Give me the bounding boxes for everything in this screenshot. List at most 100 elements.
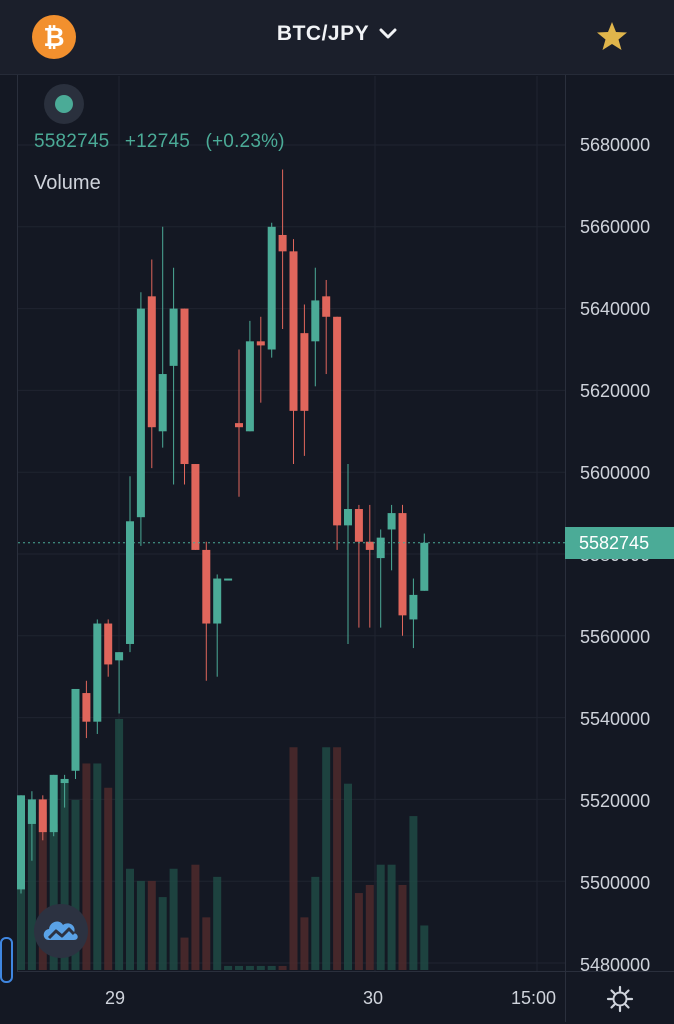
candle-body bbox=[158, 374, 167, 432]
price-tick: 5680000 bbox=[580, 135, 651, 155]
volume-bar bbox=[300, 917, 309, 970]
last-price-tag: 5582745 bbox=[565, 527, 674, 559]
volume-bar bbox=[245, 965, 254, 970]
volume-bar bbox=[213, 876, 222, 970]
volume-bar bbox=[82, 763, 91, 970]
price-tick: 5640000 bbox=[580, 299, 651, 319]
time-tick: 30 bbox=[363, 988, 384, 1008]
volume-bar bbox=[158, 897, 167, 970]
series-visibility-toggle[interactable] bbox=[44, 84, 84, 124]
price-tick: 5600000 bbox=[580, 463, 651, 483]
price-legend: 5582745 +12745 (+0.23%) bbox=[34, 131, 295, 153]
volume-bar bbox=[409, 816, 418, 970]
volume-bar bbox=[49, 824, 58, 970]
candle-body bbox=[169, 308, 178, 366]
volume-bar bbox=[180, 937, 189, 970]
candle-body bbox=[147, 296, 156, 428]
candle-body bbox=[376, 537, 385, 559]
candle-body bbox=[136, 308, 145, 518]
volume-bar bbox=[93, 763, 102, 970]
candle-body bbox=[126, 521, 134, 644]
candle-body bbox=[278, 234, 287, 252]
volume-bar bbox=[104, 787, 113, 970]
candle-body bbox=[235, 423, 243, 428]
volume-bar bbox=[333, 747, 342, 970]
candle-body bbox=[365, 541, 374, 550]
candle-body bbox=[322, 296, 331, 317]
candle-body bbox=[191, 464, 200, 550]
candle-body bbox=[213, 578, 222, 624]
volume-bar bbox=[256, 965, 265, 970]
gear-icon[interactable] bbox=[606, 985, 634, 1013]
legend-price: 5582745 bbox=[34, 131, 110, 152]
volume-bar bbox=[398, 884, 407, 970]
chevron-down-icon bbox=[379, 28, 397, 39]
candle-body bbox=[333, 316, 342, 526]
chart-area[interactable] bbox=[17, 75, 566, 971]
candle-body bbox=[344, 509, 352, 526]
candle-body bbox=[71, 688, 80, 771]
volume-bar bbox=[311, 876, 320, 970]
star-icon[interactable] bbox=[596, 20, 628, 52]
volume-bar bbox=[420, 925, 429, 970]
candle-body bbox=[300, 333, 309, 411]
candle-body bbox=[202, 549, 211, 624]
volume-label: Volume bbox=[34, 172, 101, 194]
volume-bar bbox=[387, 864, 396, 970]
bitcoin-icon[interactable]: ₿ bbox=[32, 15, 76, 59]
pair-header: BTC/JPY bbox=[0, 22, 674, 46]
volume-bar bbox=[38, 812, 47, 970]
time-tick: 29 bbox=[105, 988, 126, 1008]
volume-bar bbox=[17, 872, 25, 970]
pair-label: BTC/JPY bbox=[276, 22, 370, 45]
time-axis-divider bbox=[17, 971, 674, 972]
candle-body bbox=[38, 799, 47, 833]
candle-body bbox=[267, 226, 276, 350]
top-bar: ₿ BTC/JPY bbox=[0, 0, 674, 75]
volume-bar bbox=[278, 965, 287, 970]
volume-bar bbox=[354, 893, 363, 970]
candle-body bbox=[409, 594, 418, 620]
candle-body bbox=[49, 774, 58, 833]
volume-bar bbox=[60, 779, 69, 970]
legend-change: +12745 bbox=[124, 131, 190, 152]
price-tick: 5500000 bbox=[580, 873, 651, 893]
volume-bar bbox=[322, 747, 331, 970]
volume-bar bbox=[344, 783, 352, 970]
candle-body bbox=[354, 509, 363, 542]
volume-bar bbox=[289, 747, 298, 970]
volume-bar bbox=[376, 864, 385, 970]
scroll-handle[interactable] bbox=[0, 937, 13, 983]
volume-bar bbox=[365, 884, 374, 970]
candle-body bbox=[60, 778, 69, 784]
volume-bar bbox=[126, 868, 134, 970]
price-tick: 5520000 bbox=[580, 791, 651, 811]
price-tick: 5620000 bbox=[580, 381, 651, 401]
candle-body bbox=[224, 578, 233, 581]
volume-bar bbox=[169, 868, 178, 970]
candle-body bbox=[27, 799, 36, 824]
candle-body bbox=[115, 652, 124, 661]
candle-body bbox=[420, 542, 429, 591]
volume-bar bbox=[202, 917, 211, 970]
candle-body bbox=[398, 513, 407, 616]
volume-bar bbox=[136, 880, 145, 970]
candle-body bbox=[17, 795, 25, 890]
volume-bar bbox=[235, 965, 243, 970]
candle-body bbox=[387, 513, 396, 530]
pair-selector[interactable]: BTC/JPY bbox=[277, 22, 397, 46]
candle-body bbox=[256, 341, 265, 346]
chart-type-button[interactable] bbox=[34, 904, 88, 958]
candle-body bbox=[180, 308, 189, 465]
candle-body bbox=[82, 693, 91, 722]
volume-bar bbox=[267, 965, 276, 970]
candle-body bbox=[289, 251, 298, 411]
volume-bar bbox=[191, 864, 200, 970]
volume-bar bbox=[115, 718, 124, 970]
candle-body bbox=[104, 623, 113, 665]
candle-body bbox=[245, 341, 254, 432]
volume-bar bbox=[71, 799, 80, 970]
time-tick: 15:00 bbox=[511, 988, 557, 1008]
price-tick: 5540000 bbox=[580, 709, 651, 729]
